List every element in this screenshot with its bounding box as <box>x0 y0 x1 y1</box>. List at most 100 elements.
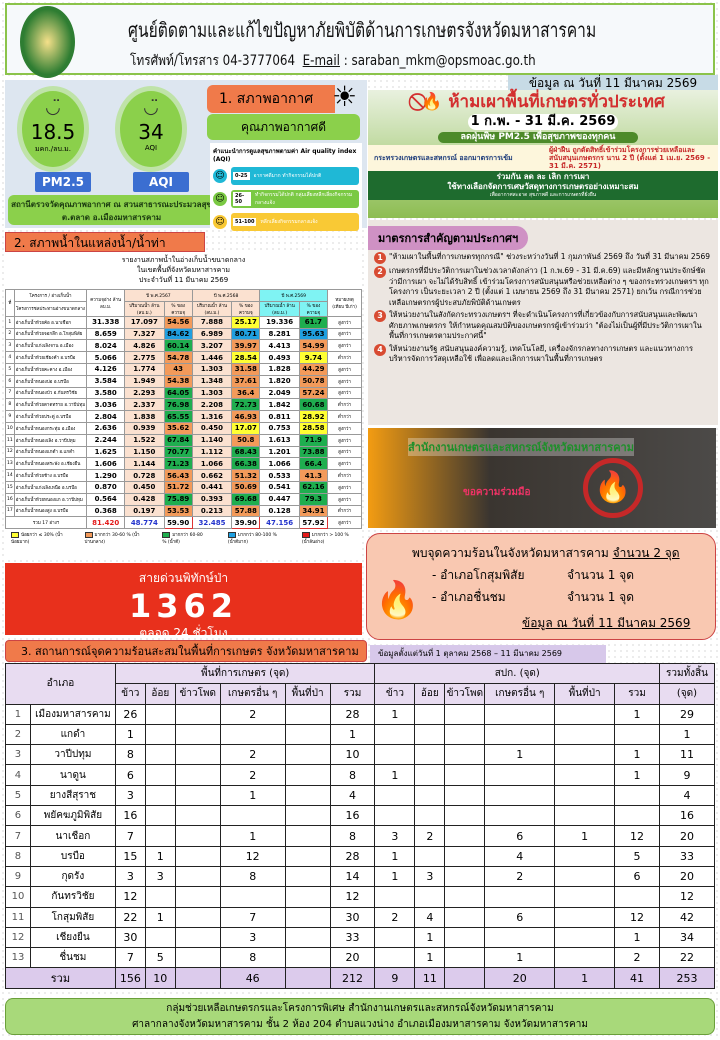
percent-cell: 46.93 <box>231 410 261 423</box>
face-icon: ☺ <box>213 169 227 183</box>
fire-mascot-icon: 🔥 <box>375 580 420 621</box>
smile-icon: ◡̈ <box>45 97 61 118</box>
table-row: 11 โกสุมพิสัย 22 1 7 30 2 4 6 12 42 <box>5 906 716 928</box>
email[interactable]: : saraban_mkm@opsmoac.go.th <box>343 53 536 69</box>
cell: 28 <box>329 703 376 725</box>
section-3-title: 3. สถานการณ์จุดความร้อนสะสมในพื้นที่การเ… <box>5 640 367 662</box>
cell: 11 <box>658 744 716 766</box>
reservoir-row: 16 อ่างเก็บน้ำห้วยหนองแก อ.วาปีปทุม 0.564 0… <box>5 492 362 506</box>
cell <box>444 723 486 746</box>
number-badge: 4 <box>374 343 386 356</box>
percent-cell: 50.78 <box>298 374 329 388</box>
cell <box>444 805 486 827</box>
cell: 12 <box>658 886 716 908</box>
cell: 12 <box>614 825 660 847</box>
percent-cell: 37.61 <box>231 374 261 388</box>
aqi-value: 34 <box>138 120 164 144</box>
percent-cell: 57.24 <box>298 386 329 400</box>
hotline-number[interactable]: 1362 <box>128 587 239 625</box>
reservoir-row: 13 อ่างเก็บน้ำหนองสระพัง อ.เชียงยืน 1.606 1… <box>5 457 362 471</box>
measure-item: 3 ให้หน่วยงานในสังกัดกระทรวงเกษตรฯ ที่จะด… <box>374 310 712 342</box>
phone: โทรศัพท์/โทรสาร 04-3777064 <box>130 53 296 69</box>
water-legend-item: มากกว่า 80-100 % (น้ำดีมาก) <box>227 531 277 546</box>
cell: 1 <box>114 723 146 746</box>
percent-cell: 51.72 <box>163 480 193 494</box>
cell: 33 <box>658 845 716 867</box>
water-legend-item: มากกว่า 30-60 % (น้ำปานกลาง) <box>84 531 140 546</box>
percent-cell: 79.3 <box>298 492 329 506</box>
number-badge: 3 <box>374 310 386 322</box>
cell <box>614 723 660 746</box>
water-report-title: รายงานสภาพน้ำในอ่างเก็บน้ำขนาดกลาง ในเขตพ… <box>121 256 246 284</box>
cell <box>174 906 221 928</box>
cell <box>444 845 486 867</box>
reservoir-row: 17 อ่างเก็บน้ำหนองสูง อ.บรบือ 0.368 0.197 53… <box>5 504 362 518</box>
cell <box>284 947 331 969</box>
reservoir-total-row: รวม 17 อ่างฯ 81.420 48.774 59.90 32.485 39.90… <box>4 516 362 530</box>
cell <box>144 744 176 766</box>
cell <box>554 845 616 867</box>
contact-line: โทรศัพท์/โทรสาร 04-3777064 E-mail : sara… <box>130 50 536 72</box>
cell: 3 <box>144 865 176 888</box>
cell: 15 <box>114 845 146 867</box>
cell: 3 <box>219 926 286 949</box>
cell: 1 <box>614 764 660 786</box>
cell <box>414 784 446 807</box>
cell <box>554 744 616 766</box>
cell <box>284 764 331 786</box>
cell: 16 <box>329 805 376 827</box>
percent-cell: 61.7 <box>298 315 329 329</box>
face-icon: ☺ <box>213 215 227 229</box>
pm25-label: PM2.5 <box>35 172 91 192</box>
cell <box>174 723 221 746</box>
cell <box>374 784 416 807</box>
cell <box>144 926 176 949</box>
cell <box>374 926 416 949</box>
cell: 1 <box>374 703 416 725</box>
aqi-unit: AQI <box>144 144 158 152</box>
cell: 20 <box>329 947 376 969</box>
cell <box>174 703 221 725</box>
cell: 6 <box>484 906 556 928</box>
column-header: อ้อย <box>144 683 176 705</box>
cell: 3 <box>114 865 146 888</box>
column-header: ข้าว <box>374 683 416 705</box>
cell <box>144 784 176 807</box>
cell <box>219 805 286 827</box>
cell: 9 <box>658 764 716 786</box>
number-badge: 2 <box>374 266 386 278</box>
cell <box>484 805 556 827</box>
aqi-range: 51-100 <box>233 218 257 226</box>
cell <box>484 784 556 807</box>
cell: 4 <box>329 784 376 807</box>
date-tag: ข้อมูล ณ วันที่ 11 มีนาคม 2569 <box>508 75 718 91</box>
pm25-unit: มคก./ลบ.ม. <box>35 145 71 153</box>
water-legend-item: น้อยกว่า ≤ 30% (น้ำน้อยมาก) <box>11 531 63 546</box>
column-header: (จุด) <box>658 683 716 705</box>
cell <box>484 703 556 725</box>
cell <box>554 886 616 908</box>
cell: 42 <box>658 906 716 928</box>
reservoir-row: 10 อ่างเก็บน้ำหนองกระทุ่ม อ.เมือง 2.636 0.9… <box>5 421 362 435</box>
cell <box>174 764 221 786</box>
cell <box>174 825 221 847</box>
percent-cell: 70.77 <box>163 445 193 459</box>
cell: 1 <box>144 906 176 928</box>
cell <box>444 865 486 888</box>
cell <box>554 703 616 725</box>
cell <box>374 947 416 969</box>
cell <box>444 926 486 949</box>
cell <box>374 744 416 766</box>
cell: 34 <box>658 926 716 949</box>
footer: กลุ่มช่วยเหลือเกษตรกรและโครงการพิเศษ สำน… <box>5 998 715 1035</box>
poster-dates: 1 ก.พ. - 31 มี.ค. 2569 <box>468 114 618 130</box>
reservoir-row: 9 อ่างเก็บน้ำห้วยประดู่ อ.บรบือ 2.804 1.838… <box>5 410 362 423</box>
percent-cell: 54.99 <box>298 339 329 353</box>
cell: 1 <box>414 926 446 949</box>
section-1-title: 1. สภาพอากาศ <box>207 85 335 113</box>
cell: 12 <box>614 906 660 928</box>
poster-title: ⃠🔥 ห้ามเผาพื้นที่เกษตรทั่วประเทศ <box>421 92 665 112</box>
cell: 6 <box>484 825 556 847</box>
percent-cell: 54.78 <box>163 351 193 364</box>
hotspot-count: จำนวน 1 จุด <box>567 568 635 582</box>
